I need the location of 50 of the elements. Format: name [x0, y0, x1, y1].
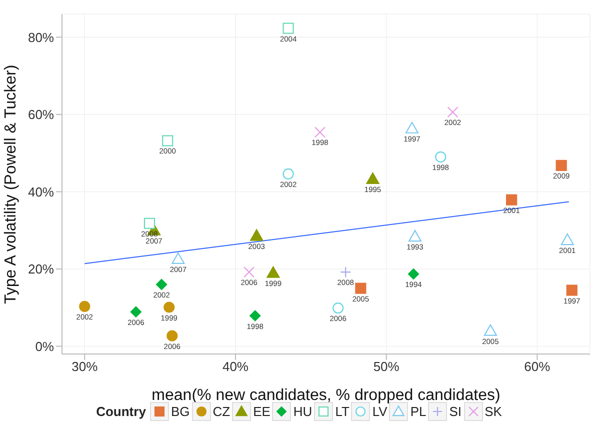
x-tick-label: 50%: [373, 359, 400, 374]
y-tick-label: 20%: [28, 262, 54, 277]
point: [282, 22, 294, 34]
point: [435, 151, 446, 163]
legend-label: LV: [372, 404, 388, 419]
legend-label: CZ: [212, 404, 230, 419]
point: [447, 106, 458, 118]
point: [556, 160, 567, 172]
point: [332, 302, 344, 314]
point: [314, 126, 326, 138]
point: [282, 168, 294, 180]
point: [355, 282, 366, 294]
y-tick-label: 80%: [28, 30, 54, 45]
x-tick-label: 40%: [222, 359, 249, 374]
legend-title: Country: [96, 404, 146, 419]
point: [162, 135, 174, 146]
point: [130, 306, 142, 318]
point: [244, 266, 255, 278]
y-axis-title: Type A volatility (Powell & Tucker): [2, 64, 20, 304]
point: [172, 252, 185, 264]
point: [156, 278, 168, 290]
point: [164, 302, 175, 313]
point: [250, 310, 261, 322]
legend-label: EE: [253, 404, 270, 419]
point: [408, 268, 420, 280]
point: [506, 194, 518, 206]
y-tick-label: 40%: [28, 184, 54, 200]
point: [250, 229, 264, 241]
point: [79, 300, 90, 312]
legend-label: PL: [410, 404, 426, 419]
x-tick-label: 30%: [72, 359, 98, 374]
point: [560, 233, 574, 246]
point: [566, 284, 578, 296]
y-tick-label: 60%: [28, 107, 54, 122]
legend-label: SK: [484, 404, 502, 419]
point: [405, 122, 419, 134]
point: [366, 172, 380, 184]
point: [144, 218, 156, 229]
x-axis-title: mean(% new candidates, % dropped candidates): [152, 387, 500, 404]
legend-label: LT: [335, 404, 350, 419]
point: [340, 266, 352, 278]
y-tick-label: 0%: [35, 338, 54, 354]
point: [266, 266, 280, 278]
point: [166, 330, 178, 342]
point: [408, 230, 422, 242]
legend-label: SI: [449, 404, 462, 419]
point: [484, 324, 497, 336]
legend-label: HU: [293, 404, 312, 419]
legend-label: BG: [170, 404, 190, 419]
x-tick-label: 60%: [524, 359, 551, 374]
